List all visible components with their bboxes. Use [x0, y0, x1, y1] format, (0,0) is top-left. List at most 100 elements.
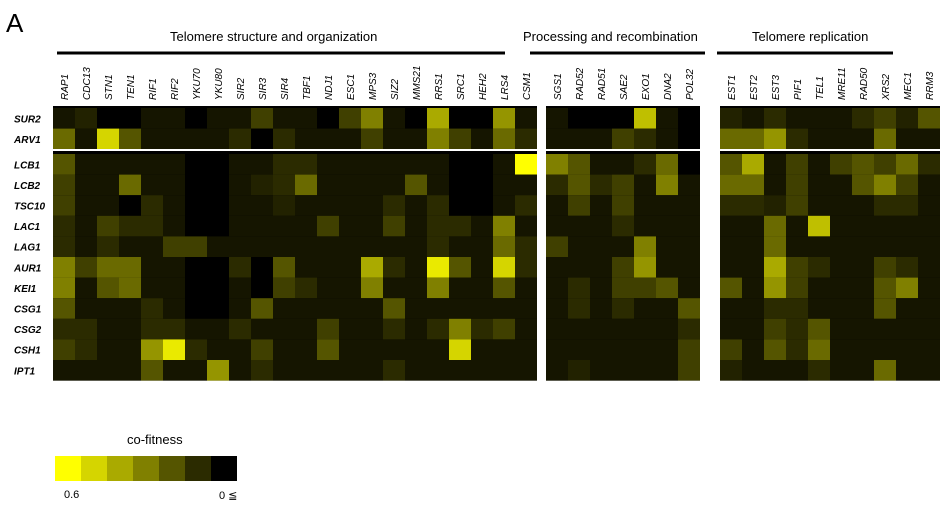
heatmap-cell: [918, 257, 940, 278]
heatmap-cell: [251, 128, 273, 150]
heatmap-cell: [874, 298, 896, 319]
heatmap-cell: [185, 215, 207, 237]
heatmap-cell: [405, 236, 427, 257]
heatmap-cell: [590, 360, 612, 381]
heatmap-cell: [568, 195, 590, 216]
heatmap-cell: [317, 108, 339, 129]
heatmap-cell: [449, 298, 471, 319]
heatmap-cell: [317, 277, 339, 299]
heatmap-cell: [207, 154, 229, 175]
heatmap-cell: [612, 360, 634, 381]
heatmap-cell: [590, 108, 612, 129]
heatmap-cell: [75, 215, 97, 237]
heatmap-cell: [449, 318, 471, 340]
heatmap-cell: [720, 318, 742, 340]
heatmap-cell: [405, 174, 427, 196]
heatmap-cell: [515, 277, 537, 299]
legend-max-label: 0.6: [64, 489, 80, 501]
heatmap-cell: [786, 108, 808, 129]
legend-swatch: [133, 456, 159, 481]
heatmap-cell: [852, 154, 874, 175]
heatmap-cell: [852, 195, 874, 216]
column-label: SRC1: [456, 73, 467, 100]
heatmap-cell: [786, 154, 808, 175]
heatmap-cell: [918, 236, 940, 257]
legend-swatch: [81, 456, 107, 481]
heatmap-cell: [678, 339, 700, 360]
heatmap-cell: [656, 298, 678, 319]
heatmap-cell: [590, 339, 612, 360]
color-scale-legend: [55, 456, 237, 481]
heatmap-cell: [163, 108, 185, 129]
heatmap-cell: [97, 128, 119, 150]
heatmap-cell: [678, 108, 700, 129]
heatmap-cell: [471, 236, 493, 257]
heatmap-cell: [229, 195, 251, 216]
heatmap-cell: [471, 257, 493, 278]
heatmap-cell: [405, 215, 427, 237]
heatmap-cell: [830, 318, 852, 340]
heatmap-cell: [53, 215, 75, 237]
heatmap-cell: [720, 257, 742, 278]
heatmap-cell: [852, 277, 874, 299]
heatmap-cell: [634, 154, 656, 175]
heatmap-cell: [229, 236, 251, 257]
heatmap-cell: [207, 174, 229, 196]
heatmap-cell: [852, 108, 874, 129]
heatmap-cell: [229, 277, 251, 299]
heatmap-cell: [852, 236, 874, 257]
heatmap-cell: [830, 174, 852, 196]
column-label: CDC13: [82, 67, 93, 100]
heatmap-cell: [185, 318, 207, 340]
heatmap-cell: [75, 360, 97, 381]
heatmap-cell: [383, 195, 405, 216]
heatmap-cell: [678, 128, 700, 150]
heatmap-cell: [515, 108, 537, 129]
heatmap-cell: [471, 108, 493, 129]
heatmap-cell: [786, 257, 808, 278]
heatmap-cell: [295, 298, 317, 319]
heatmap-cell: [493, 154, 515, 175]
heatmap-cell: [742, 195, 764, 216]
heatmap-cell: [273, 108, 295, 129]
heatmap-cell: [742, 236, 764, 257]
heatmap-cell: [808, 236, 830, 257]
heatmap-cell: [141, 215, 163, 237]
heatmap-cell: [383, 154, 405, 175]
column-label: YKU70: [192, 68, 203, 100]
heatmap-cell: [185, 128, 207, 150]
heatmap-cell: [515, 236, 537, 257]
heatmap-cell: [383, 108, 405, 129]
heatmap-cell: [634, 128, 656, 150]
heatmap-cell: [163, 195, 185, 216]
heatmap-cell: [764, 257, 786, 278]
column-label: SIR3: [258, 77, 269, 100]
heatmap-cell: [493, 318, 515, 340]
heatmap-cell: [568, 108, 590, 129]
heatmap-cell: [764, 277, 786, 299]
heatmap-cell: [119, 195, 141, 216]
heatmap-cell: [590, 298, 612, 319]
heatmap-cell: [874, 277, 896, 299]
heatmap-cell: [405, 108, 427, 129]
heatmap-cell: [634, 298, 656, 319]
heatmap-cell: [207, 236, 229, 257]
heatmap-cell: [449, 215, 471, 237]
heatmap-cell: [634, 318, 656, 340]
heatmap-cell: [229, 318, 251, 340]
heatmap-cell: [427, 360, 449, 381]
group-title: Telomere replication: [752, 29, 868, 44]
heatmap-cell: [339, 339, 361, 360]
heatmap-cell: [383, 298, 405, 319]
heatmap-cell: [493, 257, 515, 278]
heatmap-cell: [207, 215, 229, 237]
heatmap-cell: [808, 257, 830, 278]
heatmap-cell: [830, 360, 852, 381]
heatmap-cell: [405, 154, 427, 175]
heatmap-cell: [405, 257, 427, 278]
heatmap-cell: [229, 360, 251, 381]
heatmap-cell: [405, 339, 427, 360]
heatmap-cell: [405, 277, 427, 299]
heatmap-cell: [427, 174, 449, 196]
heatmap-cell: [75, 318, 97, 340]
